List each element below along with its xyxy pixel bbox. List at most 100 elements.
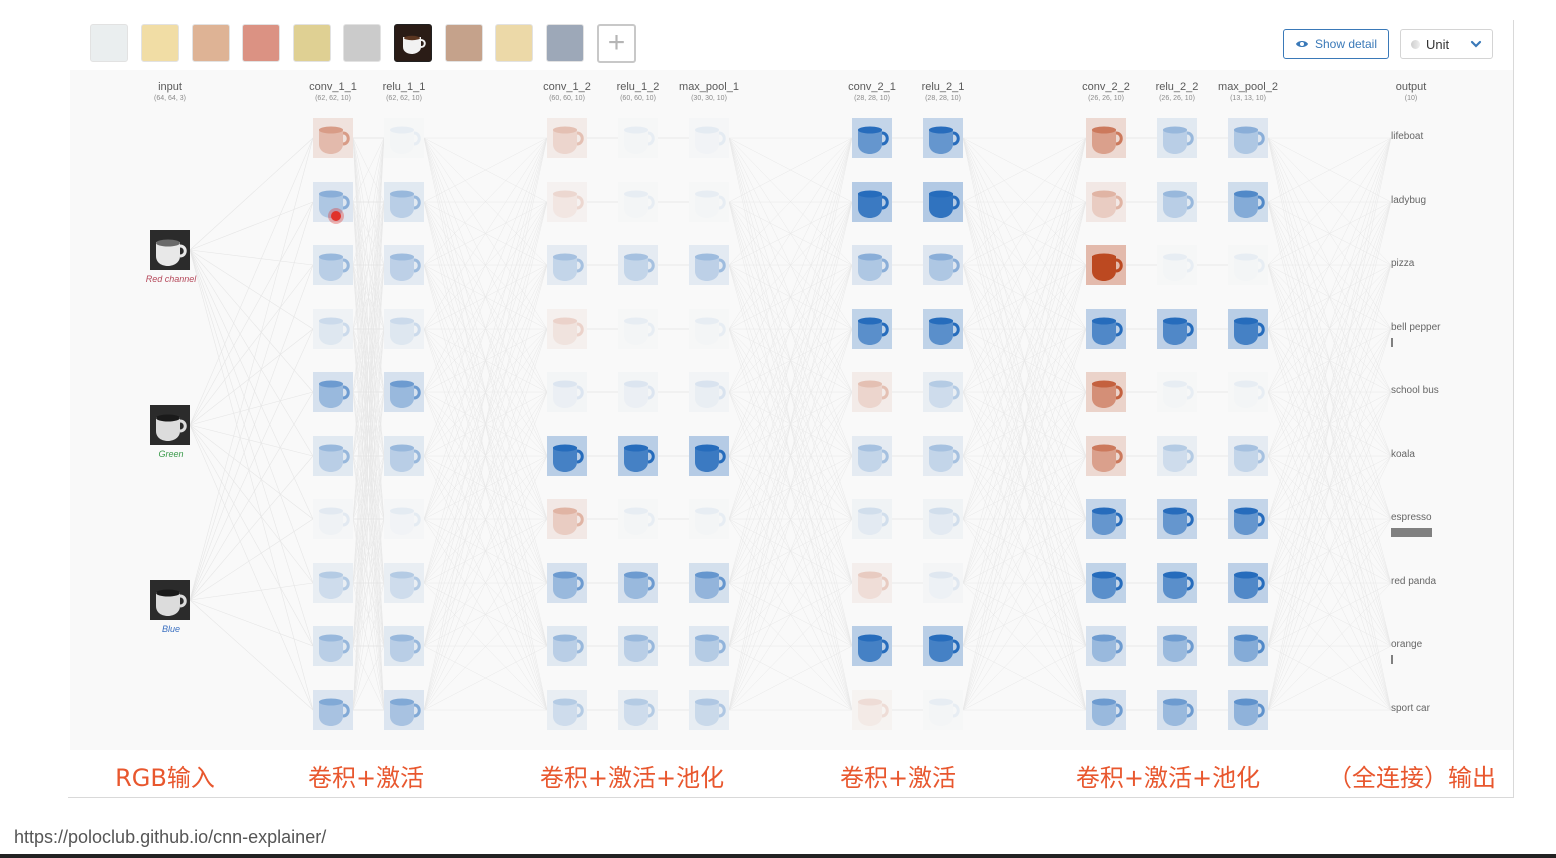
- feature-map-relu-2-1-8[interactable]: [923, 563, 963, 603]
- feature-map-max-pool-2-10[interactable]: [1228, 690, 1268, 730]
- output-class-pizza[interactable]: pizza: [1391, 258, 1415, 269]
- feature-map-max-pool-1-8[interactable]: [689, 563, 729, 603]
- feature-map-relu-2-2-4[interactable]: [1157, 309, 1197, 349]
- input-channel-2[interactable]: [150, 405, 190, 445]
- feature-map-conv-1-2-3[interactable]: [547, 245, 587, 285]
- feature-map-max-pool-1-9[interactable]: [689, 626, 729, 666]
- feature-map-conv-1-2-6[interactable]: [547, 436, 587, 476]
- source-url[interactable]: https://poloclub.github.io/cnn-explainer…: [14, 827, 327, 847]
- thumbnail-pizza[interactable]: [192, 24, 230, 62]
- feature-map-conv-1-1-6[interactable]: [313, 436, 353, 476]
- feature-map-relu-2-2-6[interactable]: [1157, 436, 1197, 476]
- feature-map-conv-1-1-8[interactable]: [313, 563, 353, 603]
- feature-map-relu-1-2-8[interactable]: [618, 563, 658, 603]
- feature-map-relu-1-1-5[interactable]: [384, 372, 424, 412]
- feature-map-conv-1-1-1[interactable]: [313, 118, 353, 158]
- feature-map-relu-1-1-9[interactable]: [384, 626, 424, 666]
- feature-map-conv-2-1-7[interactable]: [852, 499, 892, 539]
- feature-map-max-pool-1-10[interactable]: [689, 690, 729, 730]
- feature-map-relu-2-1-2[interactable]: [923, 182, 963, 222]
- input-channel-1[interactable]: [150, 230, 190, 270]
- output-class-school-bus[interactable]: school bus: [1391, 385, 1439, 396]
- feature-map-relu-2-1-1[interactable]: [923, 118, 963, 158]
- thumbnail-red-panda[interactable]: [445, 24, 483, 62]
- feature-map-conv-2-1-10[interactable]: [852, 690, 892, 730]
- thumbnail-orange[interactable]: [495, 24, 533, 62]
- feature-map-conv-2-1-2[interactable]: [852, 182, 892, 222]
- feature-map-conv-2-2-2[interactable]: [1086, 182, 1126, 222]
- feature-map-max-pool-2-8[interactable]: [1228, 563, 1268, 603]
- feature-map-conv-1-1-9[interactable]: [313, 626, 353, 666]
- feature-map-relu-2-1-5[interactable]: [923, 372, 963, 412]
- feature-map-relu-2-2-8[interactable]: [1157, 563, 1197, 603]
- feature-map-relu-2-2-10[interactable]: [1157, 690, 1197, 730]
- feature-map-relu-2-2-5[interactable]: [1157, 372, 1197, 412]
- feature-map-conv-1-2-5[interactable]: [547, 372, 587, 412]
- feature-map-conv-2-2-9[interactable]: [1086, 626, 1126, 666]
- feature-map-max-pool-1-5[interactable]: [689, 372, 729, 412]
- feature-map-max-pool-1-2[interactable]: [689, 182, 729, 222]
- feature-map-max-pool-2-4[interactable]: [1228, 309, 1268, 349]
- feature-map-max-pool-2-9[interactable]: [1228, 626, 1268, 666]
- output-class-ladybug[interactable]: ladybug: [1391, 195, 1427, 206]
- thumbnail-sport-car[interactable]: [546, 24, 584, 62]
- feature-map-max-pool-2-5[interactable]: [1228, 372, 1268, 412]
- feature-map-max-pool-1-4[interactable]: [689, 309, 729, 349]
- thumbnail-school-bus[interactable]: [293, 24, 331, 62]
- feature-map-conv-2-2-3[interactable]: [1086, 245, 1126, 285]
- feature-map-conv-2-2-6[interactable]: [1086, 436, 1126, 476]
- feature-map-relu-2-2-9[interactable]: [1157, 626, 1197, 666]
- feature-map-relu-2-1-9[interactable]: [923, 626, 963, 666]
- feature-map-relu-1-2-10[interactable]: [618, 690, 658, 730]
- feature-map-conv-2-2-8[interactable]: [1086, 563, 1126, 603]
- feature-map-conv-1-2-2[interactable]: [547, 182, 587, 222]
- feature-map-relu-1-2-9[interactable]: [618, 626, 658, 666]
- feature-map-conv-2-2-1[interactable]: [1086, 118, 1126, 158]
- feature-map-max-pool-1-1[interactable]: [689, 118, 729, 158]
- feature-map-relu-2-2-3[interactable]: [1157, 245, 1197, 285]
- scale-select[interactable]: Unit: [1400, 29, 1493, 59]
- feature-map-conv-2-2-4[interactable]: [1086, 309, 1126, 349]
- feature-map-relu-1-2-4[interactable]: [618, 309, 658, 349]
- feature-map-conv-2-2-10[interactable]: [1086, 690, 1126, 730]
- feature-map-conv-2-1-4[interactable]: [852, 309, 892, 349]
- feature-map-max-pool-1-7[interactable]: [689, 499, 729, 539]
- feature-map-relu-1-1-8[interactable]: [384, 563, 424, 603]
- feature-map-relu-1-2-7[interactable]: [618, 499, 658, 539]
- feature-map-max-pool-2-6[interactable]: [1228, 436, 1268, 476]
- feature-map-relu-1-1-6[interactable]: [384, 436, 424, 476]
- feature-map-relu-1-2-5[interactable]: [618, 372, 658, 412]
- feature-map-conv-2-1-3[interactable]: [852, 245, 892, 285]
- feature-map-relu-2-2-2[interactable]: [1157, 182, 1197, 222]
- feature-map-conv-1-1-4[interactable]: [313, 309, 353, 349]
- feature-map-conv-1-1-5[interactable]: [313, 372, 353, 412]
- feature-map-relu-2-1-4[interactable]: [923, 309, 963, 349]
- feature-map-conv-2-2-7[interactable]: [1086, 499, 1126, 539]
- output-class-koala[interactable]: koala: [1391, 449, 1415, 460]
- feature-map-max-pool-1-3[interactable]: [689, 245, 729, 285]
- feature-map-conv-1-1-7[interactable]: [313, 499, 353, 539]
- feature-map-conv-2-1-6[interactable]: [852, 436, 892, 476]
- feature-map-max-pool-2-1[interactable]: [1228, 118, 1268, 158]
- feature-map-conv-1-1-10[interactable]: [313, 690, 353, 730]
- feature-map-relu-1-2-3[interactable]: [618, 245, 658, 285]
- output-class-red-panda[interactable]: red panda: [1391, 576, 1437, 587]
- show-detail-button[interactable]: Show detail: [1283, 29, 1389, 59]
- feature-map-max-pool-2-3[interactable]: [1228, 245, 1268, 285]
- feature-map-conv-1-2-9[interactable]: [547, 626, 587, 666]
- feature-map-conv-1-2-10[interactable]: [547, 690, 587, 730]
- output-class-sport-car[interactable]: sport car: [1391, 703, 1430, 714]
- output-class-espresso[interactable]: espresso: [1391, 512, 1432, 523]
- feature-map-max-pool-2-2[interactable]: [1228, 182, 1268, 222]
- feature-map-max-pool-1-6[interactable]: [689, 436, 729, 476]
- feature-map-conv-1-1-3[interactable]: [313, 245, 353, 285]
- feature-map-relu-1-1-4[interactable]: [384, 309, 424, 349]
- feature-map-relu-1-1-1[interactable]: [384, 118, 424, 158]
- output-class-bell-pepper[interactable]: bell pepper: [1391, 322, 1441, 333]
- feature-map-relu-1-2-1[interactable]: [618, 118, 658, 158]
- feature-map-conv-1-2-7[interactable]: [547, 499, 587, 539]
- input-channel-3[interactable]: [150, 580, 190, 620]
- output-class-lifeboat[interactable]: lifeboat: [1391, 131, 1424, 142]
- feature-map-relu-1-1-7[interactable]: [384, 499, 424, 539]
- feature-map-relu-2-1-10[interactable]: [923, 690, 963, 730]
